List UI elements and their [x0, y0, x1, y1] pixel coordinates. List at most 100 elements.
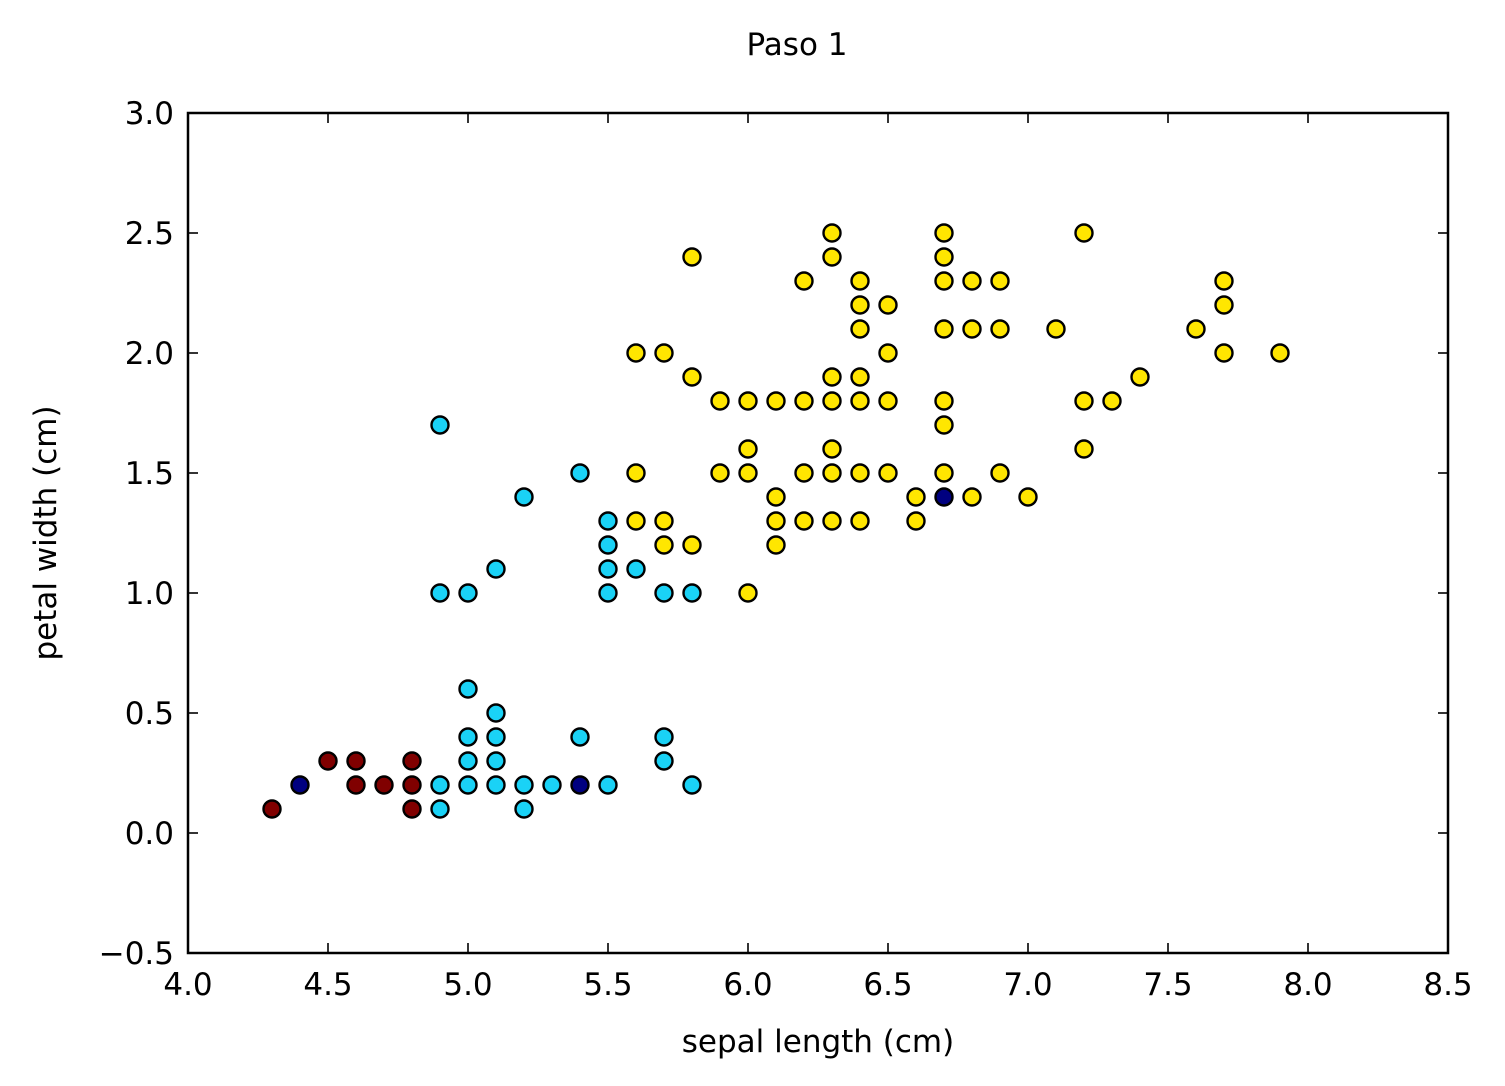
plot-frame — [186, 111, 1450, 955]
data-point — [822, 223, 842, 243]
data-point — [934, 223, 954, 243]
data-point — [290, 775, 310, 795]
data-point — [486, 703, 506, 723]
x-tick-label: 4.5 — [303, 967, 352, 1003]
data-point — [878, 295, 898, 315]
data-point — [598, 775, 618, 795]
ticks-layer: 4.0 4.5 5.0 5.5 6.0 6.5 7.0 7.5 8.0 8.5 −0.5 0.0 0.5… — [99, 96, 1473, 1003]
data-point — [514, 487, 534, 507]
data-point — [822, 439, 842, 459]
data-point — [598, 511, 618, 531]
y-tick-label: 1.5 — [125, 456, 174, 492]
chart-title: Paso 1 — [747, 27, 848, 63]
x-tick-label: 6.0 — [723, 967, 772, 1003]
data-point — [682, 367, 702, 387]
data-point — [486, 727, 506, 747]
data-point — [766, 511, 786, 531]
data-point — [850, 511, 870, 531]
data-point — [514, 799, 534, 819]
data-point — [402, 799, 422, 819]
data-point — [906, 487, 926, 507]
data-point — [1074, 391, 1094, 411]
data-point — [878, 343, 898, 363]
data-point — [486, 559, 506, 579]
data-point — [346, 775, 366, 795]
data-point — [682, 535, 702, 555]
data-point — [402, 751, 422, 771]
data-point — [262, 799, 282, 819]
data-point — [850, 367, 870, 387]
data-point — [794, 271, 814, 291]
y-tick-label: 0.5 — [125, 696, 174, 732]
data-point — [738, 439, 758, 459]
data-point — [962, 487, 982, 507]
data-point — [626, 343, 646, 363]
data-point — [486, 775, 506, 795]
data-point — [626, 559, 646, 579]
data-point — [654, 343, 674, 363]
data-point — [654, 535, 674, 555]
data-point — [850, 271, 870, 291]
x-tick-label: 5.5 — [583, 967, 632, 1003]
data-point — [1074, 223, 1094, 243]
data-point — [850, 295, 870, 315]
data-point — [934, 319, 954, 339]
data-point — [850, 463, 870, 483]
data-point — [1046, 319, 1066, 339]
data-point — [990, 463, 1010, 483]
data-point — [1130, 367, 1150, 387]
data-point — [1270, 343, 1290, 363]
data-point — [430, 583, 450, 603]
data-point — [934, 271, 954, 291]
x-tick-label: 6.5 — [863, 967, 912, 1003]
data-point — [598, 583, 618, 603]
data-point — [1102, 391, 1122, 411]
data-point — [1186, 319, 1206, 339]
data-point — [822, 247, 842, 267]
data-point — [934, 415, 954, 435]
data-point — [850, 319, 870, 339]
data-point — [682, 247, 702, 267]
data-point — [318, 751, 338, 771]
data-point — [458, 775, 478, 795]
data-point — [934, 487, 954, 507]
data-point — [738, 391, 758, 411]
data-point — [822, 391, 842, 411]
data-point — [990, 319, 1010, 339]
data-point — [1074, 439, 1094, 459]
data-point — [850, 391, 870, 411]
x-tick-label: 8.5 — [1423, 967, 1472, 1003]
x-tick-label: 7.5 — [1143, 967, 1192, 1003]
data-point — [878, 463, 898, 483]
data-point — [430, 799, 450, 819]
data-point — [766, 487, 786, 507]
data-point — [458, 727, 478, 747]
y-tick-label: 0.0 — [125, 816, 174, 852]
data-point — [430, 415, 450, 435]
data-point — [766, 535, 786, 555]
data-point — [766, 391, 786, 411]
data-point — [794, 511, 814, 531]
data-point — [654, 583, 674, 603]
data-point — [570, 775, 590, 795]
data-point — [822, 511, 842, 531]
data-point — [654, 751, 674, 771]
data-point — [682, 583, 702, 603]
data-point — [906, 511, 926, 531]
data-point — [346, 751, 366, 771]
y-tick-label: −0.5 — [99, 936, 174, 972]
data-point — [794, 463, 814, 483]
data-point — [794, 391, 814, 411]
data-point — [570, 727, 590, 747]
data-point — [738, 583, 758, 603]
data-point — [598, 535, 618, 555]
data-point — [822, 463, 842, 483]
points-layer — [262, 223, 1290, 819]
data-point — [990, 271, 1010, 291]
data-point — [458, 583, 478, 603]
data-point — [626, 463, 646, 483]
data-point — [738, 463, 758, 483]
x-tick-label: 5.0 — [443, 967, 492, 1003]
y-tick-label: 2.0 — [125, 336, 174, 372]
